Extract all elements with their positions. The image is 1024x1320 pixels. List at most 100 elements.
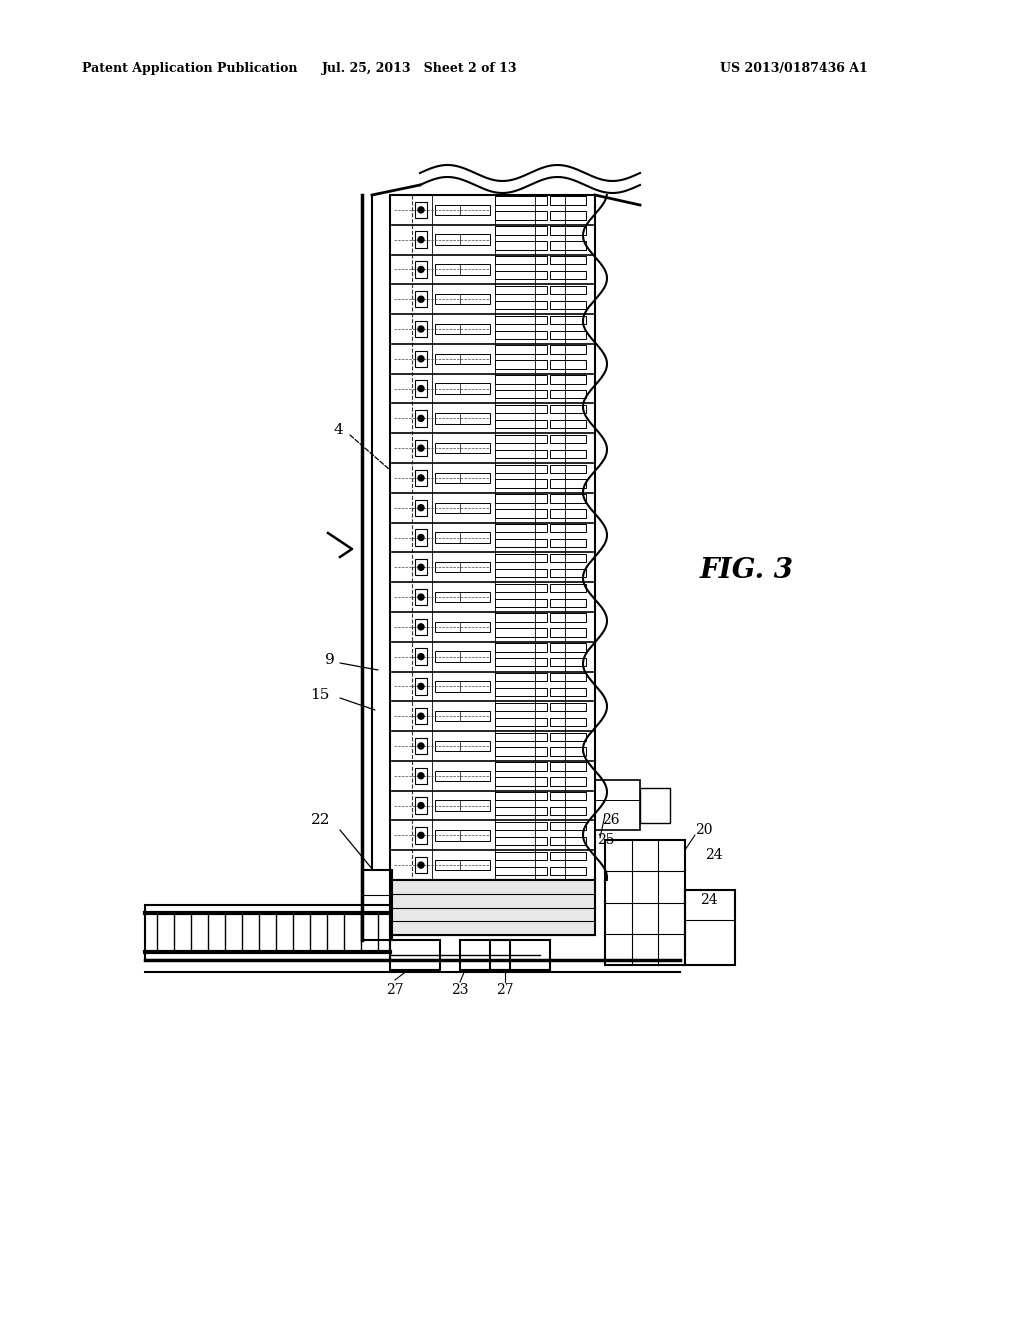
Bar <box>495 315 547 323</box>
Bar <box>435 622 490 632</box>
Text: US 2013/0187436 A1: US 2013/0187436 A1 <box>720 62 867 75</box>
Bar <box>550 777 586 785</box>
Bar <box>415 828 427 843</box>
Bar <box>435 383 490 393</box>
Bar <box>550 405 586 413</box>
Bar <box>495 643 547 652</box>
Circle shape <box>418 594 424 601</box>
Bar <box>550 688 586 696</box>
Circle shape <box>418 504 424 511</box>
Bar <box>550 807 586 816</box>
Circle shape <box>418 624 424 630</box>
Bar <box>435 264 490 275</box>
Bar <box>550 450 586 458</box>
Bar <box>550 256 586 264</box>
Text: Jul. 25, 2013   Sheet 2 of 13: Jul. 25, 2013 Sheet 2 of 13 <box>323 62 518 75</box>
Circle shape <box>418 564 424 570</box>
Bar <box>550 391 586 399</box>
Text: 20: 20 <box>695 822 713 837</box>
Bar <box>595 780 640 830</box>
Bar <box>550 569 586 577</box>
Bar <box>495 718 547 726</box>
Text: 4: 4 <box>333 422 343 437</box>
Bar <box>550 733 586 741</box>
Bar <box>550 479 586 488</box>
Bar <box>390 940 440 970</box>
Bar <box>435 859 490 870</box>
Bar <box>415 797 427 813</box>
Bar <box>435 205 490 215</box>
Bar <box>435 681 490 692</box>
Bar <box>435 651 490 661</box>
Bar <box>415 261 427 277</box>
Bar <box>415 499 427 516</box>
Bar <box>495 465 547 473</box>
Text: 24: 24 <box>700 894 718 907</box>
Bar <box>550 747 586 756</box>
Bar <box>685 890 735 965</box>
Bar <box>495 837 547 845</box>
Bar <box>435 354 490 364</box>
Bar <box>550 211 586 219</box>
Bar <box>550 510 586 517</box>
Bar <box>495 271 547 280</box>
Text: 27: 27 <box>497 983 514 997</box>
Text: 9: 9 <box>326 653 335 667</box>
Bar <box>415 529 427 545</box>
Bar <box>495 242 547 249</box>
Bar <box>495 375 547 384</box>
Bar <box>495 614 547 622</box>
Bar <box>550 286 586 294</box>
Bar <box>550 434 586 444</box>
Bar <box>495 777 547 785</box>
Bar <box>415 678 427 694</box>
Bar <box>145 906 390 960</box>
Text: 27: 27 <box>386 983 403 997</box>
Bar <box>550 197 586 205</box>
Bar <box>495 450 547 458</box>
Bar <box>495 510 547 517</box>
Bar <box>550 628 586 636</box>
Text: FIG. 3: FIG. 3 <box>700 557 794 583</box>
Bar <box>415 411 427 426</box>
Bar <box>495 226 547 235</box>
Bar <box>415 470 427 486</box>
Bar <box>550 465 586 473</box>
Bar <box>550 673 586 681</box>
Bar <box>390 195 595 880</box>
Bar <box>435 444 490 453</box>
Bar <box>435 562 490 573</box>
Circle shape <box>418 207 424 213</box>
Bar <box>495 330 547 339</box>
Circle shape <box>418 385 424 392</box>
Bar <box>435 741 490 751</box>
Bar <box>415 560 427 576</box>
Circle shape <box>418 684 424 689</box>
Text: 22: 22 <box>310 813 330 828</box>
Bar <box>415 231 427 248</box>
Bar <box>550 851 586 861</box>
Text: 23: 23 <box>452 983 469 997</box>
Bar <box>415 589 427 606</box>
Bar <box>415 321 427 337</box>
Bar <box>550 867 586 875</box>
Bar <box>435 294 490 305</box>
Bar <box>495 598 547 607</box>
Bar <box>415 380 427 397</box>
Bar <box>550 598 586 607</box>
Bar <box>495 494 547 503</box>
Bar <box>550 822 586 830</box>
Bar <box>550 718 586 726</box>
Bar <box>640 788 670 822</box>
Bar <box>415 290 427 308</box>
Bar <box>415 708 427 725</box>
Bar <box>495 822 547 830</box>
Bar <box>495 360 547 368</box>
Bar <box>495 659 547 667</box>
Bar <box>495 197 547 205</box>
Circle shape <box>418 236 424 243</box>
Bar <box>435 532 490 543</box>
Bar <box>495 763 547 771</box>
Bar <box>415 767 427 784</box>
Bar <box>495 301 547 309</box>
